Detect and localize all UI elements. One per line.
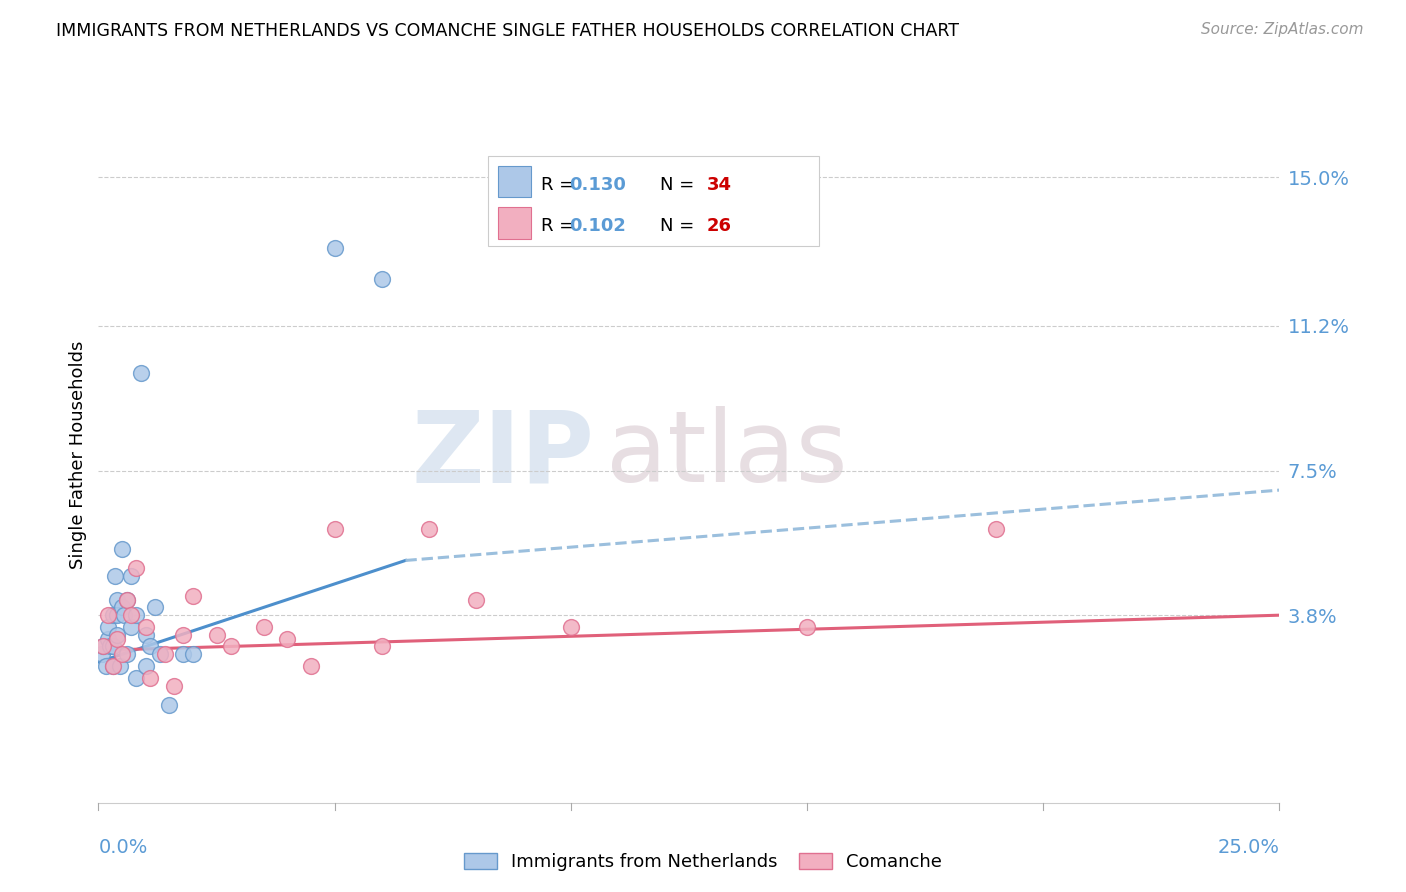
Point xyxy=(115,592,138,607)
Point xyxy=(101,640,124,654)
Point xyxy=(276,632,298,646)
Text: 0.0%: 0.0% xyxy=(98,838,148,857)
Point xyxy=(94,659,117,673)
Point xyxy=(371,272,394,286)
Point xyxy=(101,659,124,673)
Point xyxy=(560,620,582,634)
Point xyxy=(139,640,162,654)
Point xyxy=(149,647,172,661)
Text: 0.130: 0.130 xyxy=(569,176,626,194)
Point xyxy=(97,608,120,623)
Text: 25.0%: 25.0% xyxy=(1218,838,1279,857)
Point xyxy=(104,569,127,583)
Point xyxy=(97,620,120,634)
Y-axis label: Single Father Households: Single Father Households xyxy=(69,341,87,569)
Point xyxy=(172,647,194,661)
Point xyxy=(984,522,1007,536)
Point xyxy=(139,671,162,685)
Point xyxy=(121,608,143,623)
Text: 26: 26 xyxy=(706,218,731,235)
Point xyxy=(112,608,135,623)
Point xyxy=(157,698,180,712)
Point xyxy=(108,659,131,673)
Point xyxy=(98,640,121,654)
Point xyxy=(253,620,276,634)
Point xyxy=(796,620,818,634)
Point xyxy=(111,541,134,556)
Text: N =: N = xyxy=(661,176,700,194)
Point xyxy=(181,589,204,603)
Point xyxy=(135,659,157,673)
Point xyxy=(125,671,148,685)
Point xyxy=(129,366,152,380)
Point xyxy=(125,561,148,575)
Point xyxy=(371,640,394,654)
Point xyxy=(143,600,166,615)
Text: atlas: atlas xyxy=(606,407,848,503)
Point xyxy=(135,628,157,642)
Point xyxy=(91,640,114,654)
Text: R =: R = xyxy=(541,218,581,235)
Point xyxy=(105,628,128,642)
Point xyxy=(121,620,143,634)
Point xyxy=(135,620,157,634)
Point xyxy=(181,647,204,661)
Point xyxy=(125,608,148,623)
Point xyxy=(105,608,128,623)
Point xyxy=(205,628,228,642)
Point xyxy=(219,640,242,654)
Point xyxy=(172,628,194,642)
Point xyxy=(91,640,114,654)
Point xyxy=(101,659,124,673)
Point xyxy=(111,647,134,661)
Point xyxy=(115,647,138,661)
Point xyxy=(97,632,120,646)
Point xyxy=(299,659,322,673)
Legend: Immigrants from Netherlands, Comanche: Immigrants from Netherlands, Comanche xyxy=(457,846,949,879)
Text: IMMIGRANTS FROM NETHERLANDS VS COMANCHE SINGLE FATHER HOUSEHOLDS CORRELATION CHA: IMMIGRANTS FROM NETHERLANDS VS COMANCHE … xyxy=(56,22,959,40)
Text: N =: N = xyxy=(661,218,700,235)
Point xyxy=(418,522,440,536)
Text: 0.102: 0.102 xyxy=(569,218,626,235)
Point xyxy=(115,592,138,607)
Text: ZIP: ZIP xyxy=(412,407,595,503)
Text: 34: 34 xyxy=(706,176,731,194)
Text: R =: R = xyxy=(541,176,581,194)
Point xyxy=(323,241,346,255)
Point xyxy=(101,608,124,623)
Point xyxy=(465,592,488,607)
Point xyxy=(153,647,176,661)
Point xyxy=(105,592,128,607)
Point xyxy=(105,632,128,646)
Point xyxy=(121,569,143,583)
Point xyxy=(111,600,134,615)
Point xyxy=(323,522,346,536)
Point xyxy=(163,679,186,693)
Text: Source: ZipAtlas.com: Source: ZipAtlas.com xyxy=(1201,22,1364,37)
Point xyxy=(91,647,114,661)
